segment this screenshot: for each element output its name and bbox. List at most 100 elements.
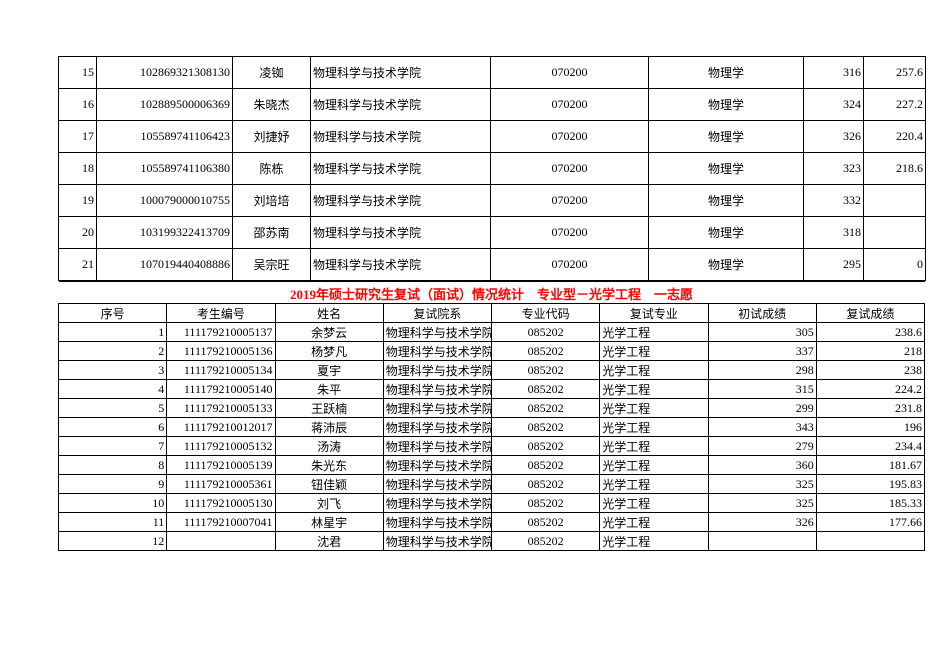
cell-code: 070200 [491,57,649,89]
cell-code: 070200 [491,217,649,249]
cell-s1: 343 [708,418,816,437]
cell-s2: 234.4 [816,437,924,456]
cell-idx: 18 [59,153,97,185]
cell-s1: 298 [708,361,816,380]
cell-code: 070200 [491,249,649,281]
cell-name: 夏宇 [275,361,383,380]
cell-id: 111179210005132 [167,437,275,456]
cell-major: 光学工程 [600,513,708,532]
cell-id: 105589741106380 [97,153,233,185]
cell-s2 [864,185,926,217]
cell-s1: 299 [708,399,816,418]
cell-idx: 11 [59,513,167,532]
cell-id: 111179210005134 [167,361,275,380]
cell-dept: 物理科学与技术学院 [311,121,491,153]
cell-s1: 325 [708,475,816,494]
cell-s1: 323 [804,153,864,185]
cell-name: 邵苏南 [233,217,311,249]
cell-idx: 1 [59,323,167,342]
cell-s2: 181.67 [816,456,924,475]
cell-s1: 305 [708,323,816,342]
table-row: 15102869321308130凌铷物理科学与技术学院070200物理学316… [59,57,926,89]
cell-code: 085202 [492,380,600,399]
cell-s1: 315 [708,380,816,399]
table-row: 21107019440408886吴宗旺物理科学与技术学院070200物理学29… [59,249,926,281]
table-row: 9111179210005361钮佳颖物理科学与技术学院085202光学工程32… [59,475,925,494]
cell-dept: 物理科学与技术学院 [383,342,491,361]
cell-name: 朱平 [275,380,383,399]
cell-s1: 318 [804,217,864,249]
col-header-major: 复试专业 [600,304,708,323]
cell-idx: 9 [59,475,167,494]
cell-major: 物理学 [649,153,804,185]
cell-major: 光学工程 [600,380,708,399]
cell-s1: 332 [804,185,864,217]
cell-idx: 8 [59,456,167,475]
col-header-id: 考生编号 [167,304,275,323]
cell-code: 085202 [492,513,600,532]
section-title-row: 2019年硕士研究生复试（面试）情况统计 专业型－光学工程 一志愿 [59,282,925,304]
cell-id: 111179210005140 [167,380,275,399]
cell-id [167,532,275,551]
table-row: 2111179210005136杨梦凡物理科学与技术学院085202光学工程33… [59,342,925,361]
cell-idx: 2 [59,342,167,361]
cell-name: 刘培培 [233,185,311,217]
cell-s2: 218 [816,342,924,361]
col-header-idx: 序号 [59,304,167,323]
table-header-row: 序号 考生编号 姓名 复试院系 专业代码 复试专业 初试成绩 复试成绩 [59,304,925,323]
table-row: 6111179210012017蒋沛辰物理科学与技术学院085202光学工程34… [59,418,925,437]
cell-idx: 21 [59,249,97,281]
cell-id: 100079000010755 [97,185,233,217]
cell-dept: 物理科学与技术学院 [383,380,491,399]
cell-s1 [708,532,816,551]
cell-idx: 19 [59,185,97,217]
cell-name: 汤涛 [275,437,383,456]
cell-name: 刘捷妤 [233,121,311,153]
cell-id: 111179210005361 [167,475,275,494]
cell-idx: 10 [59,494,167,513]
cell-name: 余梦云 [275,323,383,342]
table-row: 20103199322413709邵苏南物理科学与技术学院070200物理学31… [59,217,926,249]
cell-major: 光学工程 [600,437,708,456]
cell-id: 111179210005130 [167,494,275,513]
cell-dept: 物理科学与技术学院 [383,437,491,456]
cell-id: 107019440408886 [97,249,233,281]
cell-name: 蒋沛辰 [275,418,383,437]
cell-code: 070200 [491,121,649,153]
cell-idx: 12 [59,532,167,551]
cell-code: 085202 [492,342,600,361]
cell-major: 物理学 [649,89,804,121]
cell-dept: 物理科学与技术学院 [311,153,491,185]
cell-major: 光学工程 [600,418,708,437]
cell-s2: 231.8 [816,399,924,418]
cell-dept: 物理科学与技术学院 [383,323,491,342]
table-row: 19100079000010755刘培培物理科学与技术学院070200物理学33… [59,185,926,217]
cell-idx: 20 [59,217,97,249]
cell-dept: 物理科学与技术学院 [311,217,491,249]
cell-s2: 177.66 [816,513,924,532]
table-row: 5111179210005133王跃楠物理科学与技术学院085202光学工程29… [59,399,925,418]
cell-major: 光学工程 [600,342,708,361]
table-row: 7111179210005132汤涛物理科学与技术学院085202光学工程279… [59,437,925,456]
cell-idx: 4 [59,380,167,399]
cell-code: 085202 [492,437,600,456]
cell-dept: 物理科学与技术学院 [383,532,491,551]
cell-idx: 3 [59,361,167,380]
cell-major: 光学工程 [600,494,708,513]
cell-s1: 279 [708,437,816,456]
col-header-s1: 初试成绩 [708,304,816,323]
col-header-code: 专业代码 [492,304,600,323]
cell-code: 070200 [491,153,649,185]
cell-code: 085202 [492,399,600,418]
cell-dept: 物理科学与技术学院 [311,249,491,281]
table-row: 4111179210005140朱平物理科学与技术学院085202光学工程315… [59,380,925,399]
cell-s2 [864,217,926,249]
table-row: 1111179210005137余梦云物理科学与技术学院085202光学工程30… [59,323,925,342]
cell-id: 102889500006369 [97,89,233,121]
cell-s2: 185.33 [816,494,924,513]
cell-s2: 196 [816,418,924,437]
cell-dept: 物理科学与技术学院 [383,456,491,475]
cell-idx: 5 [59,399,167,418]
table-row: 12沈君物理科学与技术学院085202光学工程 [59,532,925,551]
cell-name: 钮佳颖 [275,475,383,494]
